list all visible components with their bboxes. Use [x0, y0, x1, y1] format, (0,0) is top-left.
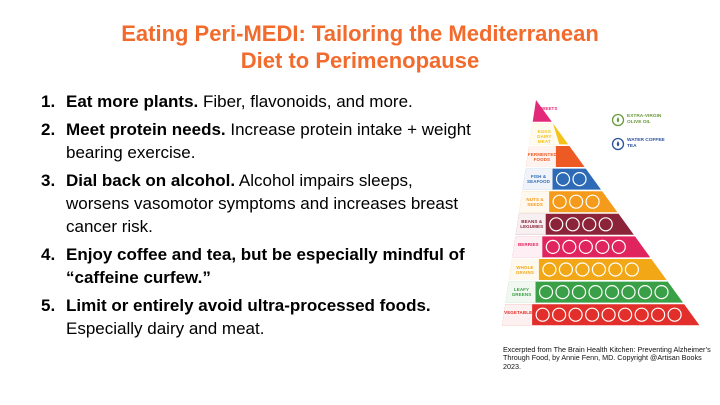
tip-number: 4.: [41, 245, 56, 264]
olive-oil-drop-icon: [611, 113, 625, 127]
food-icon: [542, 262, 557, 277]
legend-drop-icon: [616, 117, 620, 123]
tip-heading: Enjoy coffee and tea, but be especially …: [66, 245, 465, 287]
food-icon: [555, 171, 571, 187]
pyramid-tier-label: FERMENTED FOODS: [527, 151, 557, 162]
pyramid-graphic: [502, 100, 700, 326]
food-icon: [651, 307, 666, 322]
tier-label-panel: [505, 281, 536, 303]
tip-item: 2. Meet protein needs. Increase protein i…: [36, 118, 476, 164]
tier-label-panel: [522, 168, 553, 190]
food-icon: [618, 307, 633, 322]
food-icon: [568, 307, 583, 322]
food-icon: [571, 285, 587, 300]
tip-number: 1.: [41, 92, 56, 111]
pyramid-tier-label: WHOLE GRAINS: [515, 264, 534, 275]
pyramid-tier-label: BEANS & LEGUMES: [520, 219, 544, 230]
food-icon: [562, 239, 577, 254]
image-credit: Excerpted from The Brain Health Kitchen:…: [503, 345, 711, 371]
food-icon: [667, 307, 682, 322]
food-icon: [624, 262, 640, 277]
tier-label-panel: [508, 259, 539, 280]
food-icon: [604, 285, 620, 300]
tier-label-panel: [525, 146, 556, 167]
food-icon: [608, 262, 623, 277]
tip-detail: Increase protein intake + weight bearing…: [66, 120, 471, 162]
pyramid-tier-label: NUTS & SEEDS: [526, 196, 544, 207]
food-icon: [565, 217, 580, 232]
food-icon: [558, 262, 574, 277]
tip-detail: Fiber, flavonoids, and more.: [198, 92, 413, 111]
food-icon: [585, 307, 600, 322]
tier-label-panel: [515, 213, 546, 235]
food-icon: [582, 217, 597, 232]
food-icon: [598, 217, 613, 232]
food-icon: [545, 239, 560, 254]
tip-number: 2.: [41, 120, 56, 139]
food-icon: [637, 285, 653, 300]
food-icon: [654, 285, 669, 300]
food-icon: [575, 262, 590, 277]
tip-item: 3. Dial back on alcohol. Alcohol impairs …: [36, 169, 476, 238]
pyramid-tier: [502, 304, 700, 326]
pyramid-legend-label: EXTRA-VIRGIN OLIVE OIL: [627, 114, 662, 125]
pyramid-tier-label: BERRIES: [517, 241, 539, 247]
tier-label-panel: [529, 123, 560, 145]
slide-title: Eating Peri-MEDI: Tailoring the Mediterr…: [0, 20, 720, 74]
pyramid-tier: [532, 100, 552, 122]
food-icon: [549, 217, 564, 232]
pyramid-tier-label: LEAFY GREENS: [511, 287, 532, 298]
tier-label-panel: [519, 191, 550, 213]
legend-drop-icon: [616, 141, 620, 147]
food-icon: [552, 194, 567, 209]
tip-item: 4. Enjoy coffee and tea, but be especiall…: [36, 243, 476, 289]
tip-item: 1. Eat more plants. Fiber, flavonoids, an…: [36, 90, 476, 113]
pyramid-tier-label: FISH & SEAFOOD: [527, 174, 550, 185]
tip-detail: Especially dairy and meat.: [66, 319, 265, 338]
food-icon: [611, 239, 626, 254]
food-icon: [591, 262, 607, 277]
tip-item: 5. Limit or entirely avoid ultra-processe…: [36, 294, 476, 340]
mediterranean-diet-pyramid: SWEETS EGGS DAIRY MEAT FERMENTED FOODS FISH…: [500, 98, 704, 328]
pyramid-legend-label: WATER COFFEE TEA: [627, 138, 665, 149]
tip-heading: Dial back on alcohol.: [66, 171, 236, 190]
food-icon: [535, 307, 550, 322]
water-drop-icon: [611, 137, 625, 151]
title-line-2: Diet to Perimenopause: [240, 48, 480, 73]
tip-heading: Eat more plants.: [66, 92, 199, 111]
food-icon: [538, 285, 554, 300]
food-icon: [595, 239, 610, 254]
food-icon: [555, 285, 570, 300]
food-icon: [621, 285, 636, 300]
tips-list: 1. Eat more plants. Fiber, flavonoids, an…: [36, 90, 476, 345]
food-icon: [552, 307, 567, 322]
food-icon: [634, 307, 649, 322]
tip-number: 3.: [41, 171, 56, 190]
pyramid-tier-label: VEGETABLES: [504, 309, 536, 315]
pyramid-tier-label: SWEETS: [537, 105, 558, 111]
tip-heading: Limit or entirely avoid ultra-processed …: [66, 296, 431, 315]
pyramid-tier-label: EGGS DAIRY MEAT: [537, 128, 552, 144]
food-icon: [588, 285, 603, 300]
food-icon: [569, 194, 584, 209]
tip-heading: Meet protein needs.: [66, 120, 226, 139]
food-icon: [585, 194, 600, 209]
tier-label-panel: [512, 236, 543, 258]
tier-label-panel: [502, 304, 533, 326]
food-icon: [601, 307, 616, 322]
food-icon: [578, 239, 593, 254]
tip-number: 5.: [41, 296, 56, 315]
title-line-1: Eating Peri-MEDI: Tailoring the Mediterr…: [121, 21, 599, 46]
food-icon: [572, 171, 587, 187]
tip-detail: Alcohol impairs sleeps, worsens vasomoto…: [66, 171, 459, 236]
